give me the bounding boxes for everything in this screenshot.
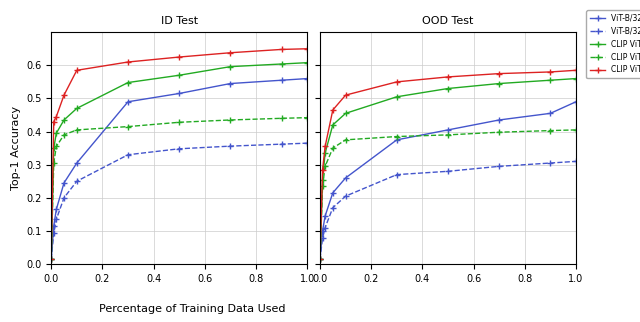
Y-axis label: Top-1 Accuracy: Top-1 Accuracy	[10, 106, 20, 190]
Text: Percentage of Training Data Used: Percentage of Training Data Used	[99, 304, 285, 314]
Legend: ViT-B/32 Fine-tuned (E2E), ViT-B/32 Linear Probe, CLIP ViT-B/32 Fine-tuned (E2E): ViT-B/32 Fine-tuned (E2E), ViT-B/32 Line…	[586, 10, 640, 78]
Title: OOD Test: OOD Test	[422, 16, 474, 26]
Title: ID Test: ID Test	[161, 16, 198, 26]
